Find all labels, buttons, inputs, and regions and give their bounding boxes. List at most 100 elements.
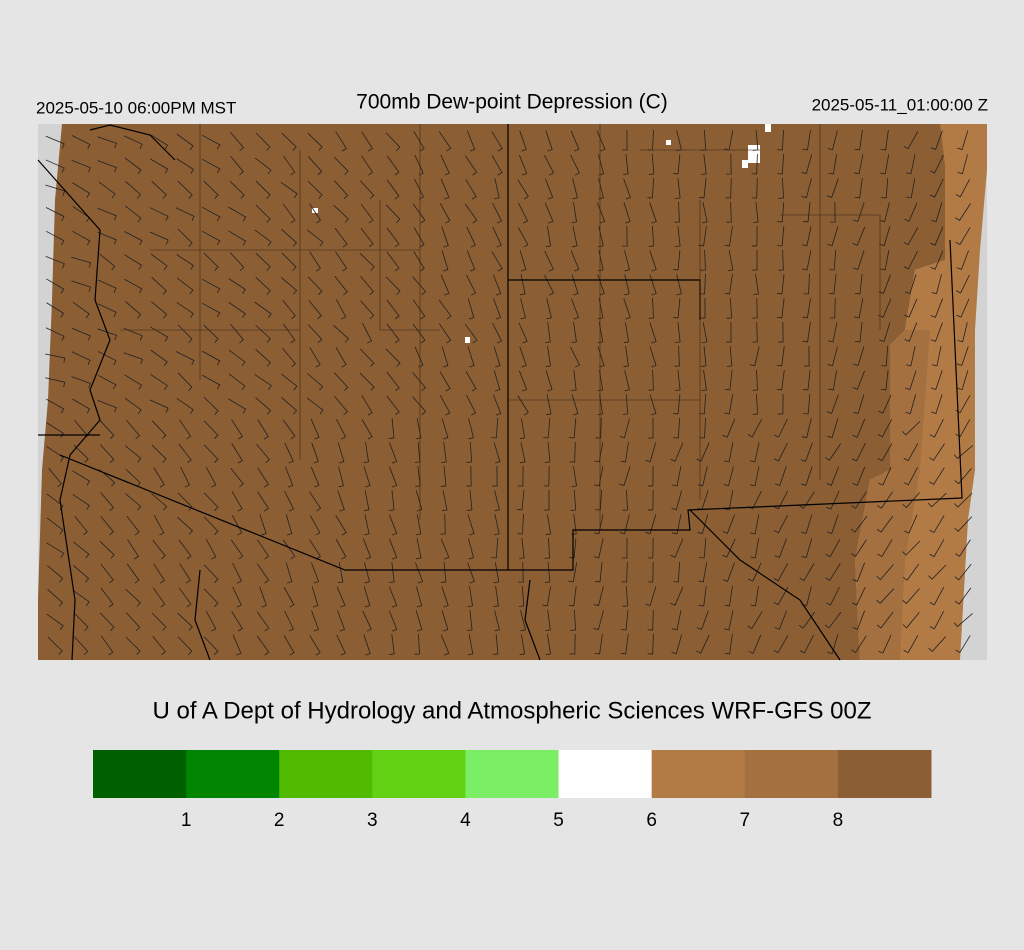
- wind-barb: [493, 346, 501, 368]
- wind-barb: [902, 563, 920, 581]
- wind-barb: [929, 443, 945, 461]
- wind-barb: [903, 635, 919, 654]
- wind-barb: [517, 227, 529, 248]
- wind-barb: [100, 635, 114, 656]
- wind-barb: [416, 586, 423, 608]
- wind-barb: [619, 514, 630, 535]
- wind-barb: [363, 442, 369, 464]
- wind-barb: [45, 377, 66, 388]
- wind-barb: [177, 228, 193, 247]
- wind-barb: [386, 179, 400, 200]
- wind-barb: [802, 322, 811, 343]
- wind-barb: [854, 298, 864, 319]
- wind-barb: [125, 468, 141, 487]
- wind-barb: [177, 612, 193, 631]
- wind-barb: [202, 302, 221, 318]
- wind-barb: [441, 346, 449, 368]
- wind-barb: [568, 586, 577, 607]
- wind-barb: [799, 634, 814, 654]
- wind-barb: [903, 250, 918, 270]
- wind-barb: [593, 538, 604, 559]
- wind-barb: [47, 636, 63, 655]
- wind-barb: [257, 539, 270, 560]
- wind-barb: [281, 252, 297, 271]
- wind-barb: [773, 563, 789, 582]
- wind-barb: [903, 466, 918, 486]
- wind-barb: [957, 154, 968, 175]
- credit: U of A Dept of Hydrology and Atmospheric…: [153, 697, 872, 724]
- wind-barb: [309, 251, 321, 272]
- wind-barb: [852, 418, 866, 438]
- wind-barb: [827, 226, 839, 247]
- wind-barb: [439, 131, 452, 152]
- colorbar-swatch: [372, 750, 466, 798]
- wind-barb: [176, 277, 194, 295]
- wind-barb: [203, 180, 219, 199]
- wind-barb: [493, 442, 501, 464]
- wind-barb: [468, 418, 475, 440]
- wind-barb: [494, 610, 500, 632]
- wind-barb: [623, 346, 629, 367]
- wind-barb: [127, 539, 139, 560]
- wind-barb: [440, 634, 450, 656]
- wind-barb: [803, 394, 811, 415]
- wind-barb: [363, 466, 371, 488]
- wind-barb: [281, 397, 298, 415]
- wind-barb: [623, 178, 631, 200]
- wind-barb: [412, 396, 427, 416]
- wind-barb: [931, 274, 942, 295]
- wind-barb: [571, 466, 577, 488]
- wind-barb: [336, 586, 346, 608]
- wind-barb: [748, 562, 762, 582]
- wind-barb: [648, 225, 655, 247]
- wind-barb: [620, 634, 629, 655]
- wind-barb: [177, 372, 193, 391]
- wind-barb: [518, 370, 528, 392]
- wind-barb: [827, 322, 838, 343]
- wind-barb: [176, 254, 194, 270]
- colorbar-swatch: [465, 750, 560, 798]
- wind-barb: [386, 371, 400, 392]
- colorbar-label: 5: [553, 810, 564, 831]
- wind-barb: [282, 155, 296, 176]
- wind-barb: [440, 178, 450, 200]
- wind-barb: [257, 467, 269, 488]
- wind-barb: [415, 418, 422, 440]
- wind-barb: [386, 155, 400, 176]
- wind-barb: [440, 538, 450, 560]
- wind-barb: [569, 441, 576, 463]
- wind-barb: [232, 562, 243, 584]
- wind-barb: [45, 207, 65, 222]
- wind-barb: [231, 491, 243, 512]
- wind-barb: [542, 586, 551, 607]
- wind-barb: [750, 466, 760, 487]
- wind-barb: [751, 177, 758, 199]
- wind-barb: [904, 298, 918, 318]
- wind-barb: [724, 394, 734, 415]
- wind-barb: [905, 394, 917, 415]
- wind-barb: [748, 634, 762, 654]
- wind-barb: [520, 610, 526, 632]
- wind-barb: [388, 514, 398, 536]
- wind-barb: [519, 346, 527, 368]
- wind-barb: [726, 201, 732, 223]
- wind-barb: [123, 352, 143, 365]
- wind-barb: [385, 204, 401, 223]
- wind-barb: [955, 227, 971, 246]
- wind-barb: [308, 156, 323, 176]
- wind-barb: [902, 420, 921, 436]
- wind-barb: [799, 563, 815, 582]
- wind-barb: [544, 489, 550, 511]
- wind-barb: [153, 563, 165, 584]
- wind-barb: [931, 346, 942, 367]
- wind-barb: [777, 226, 785, 247]
- wind-barb: [228, 349, 246, 367]
- wind-barb: [333, 204, 349, 223]
- wind-barb: [880, 370, 889, 391]
- wind-barb: [878, 274, 891, 294]
- wind-barb: [774, 466, 787, 486]
- wind-barb: [388, 586, 398, 608]
- wind-barb: [649, 274, 657, 296]
- wind-barb: [282, 323, 296, 344]
- wind-barb: [571, 274, 579, 296]
